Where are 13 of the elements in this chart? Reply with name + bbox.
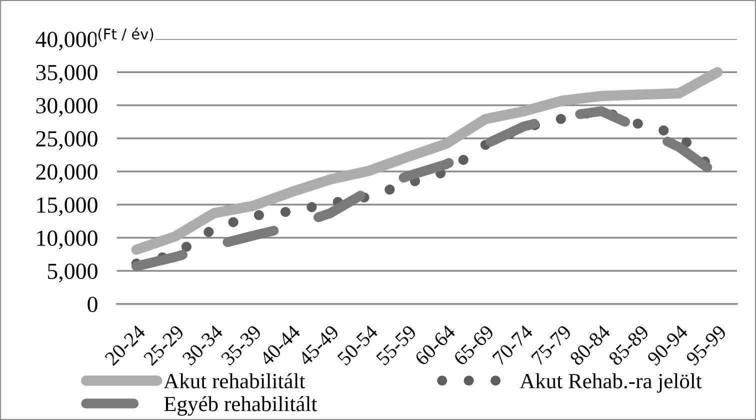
y-tick-label: 10,000: [37, 230, 98, 250]
legend-label: Akut rehabilitált: [164, 373, 306, 388]
y-tick-label: 25,000: [36, 131, 98, 150]
y-axis-title: (Ft / év): [98, 28, 154, 42]
y-tick-label: 15,000: [37, 197, 98, 216]
y-tick-label: 40,000: [36, 32, 98, 50]
legend-label: Egyéb rehabilitált: [164, 396, 318, 416]
y-tick-label: 0: [88, 296, 98, 312]
y-tick-label: 30,000: [36, 98, 98, 117]
y-tick-label: 5,000: [48, 264, 98, 282]
y-tick-label: 20,000: [36, 164, 98, 183]
y-tick-label: 35,000: [36, 64, 98, 84]
legend-label: Akut Rehab.-ra jelölt: [520, 373, 702, 393]
